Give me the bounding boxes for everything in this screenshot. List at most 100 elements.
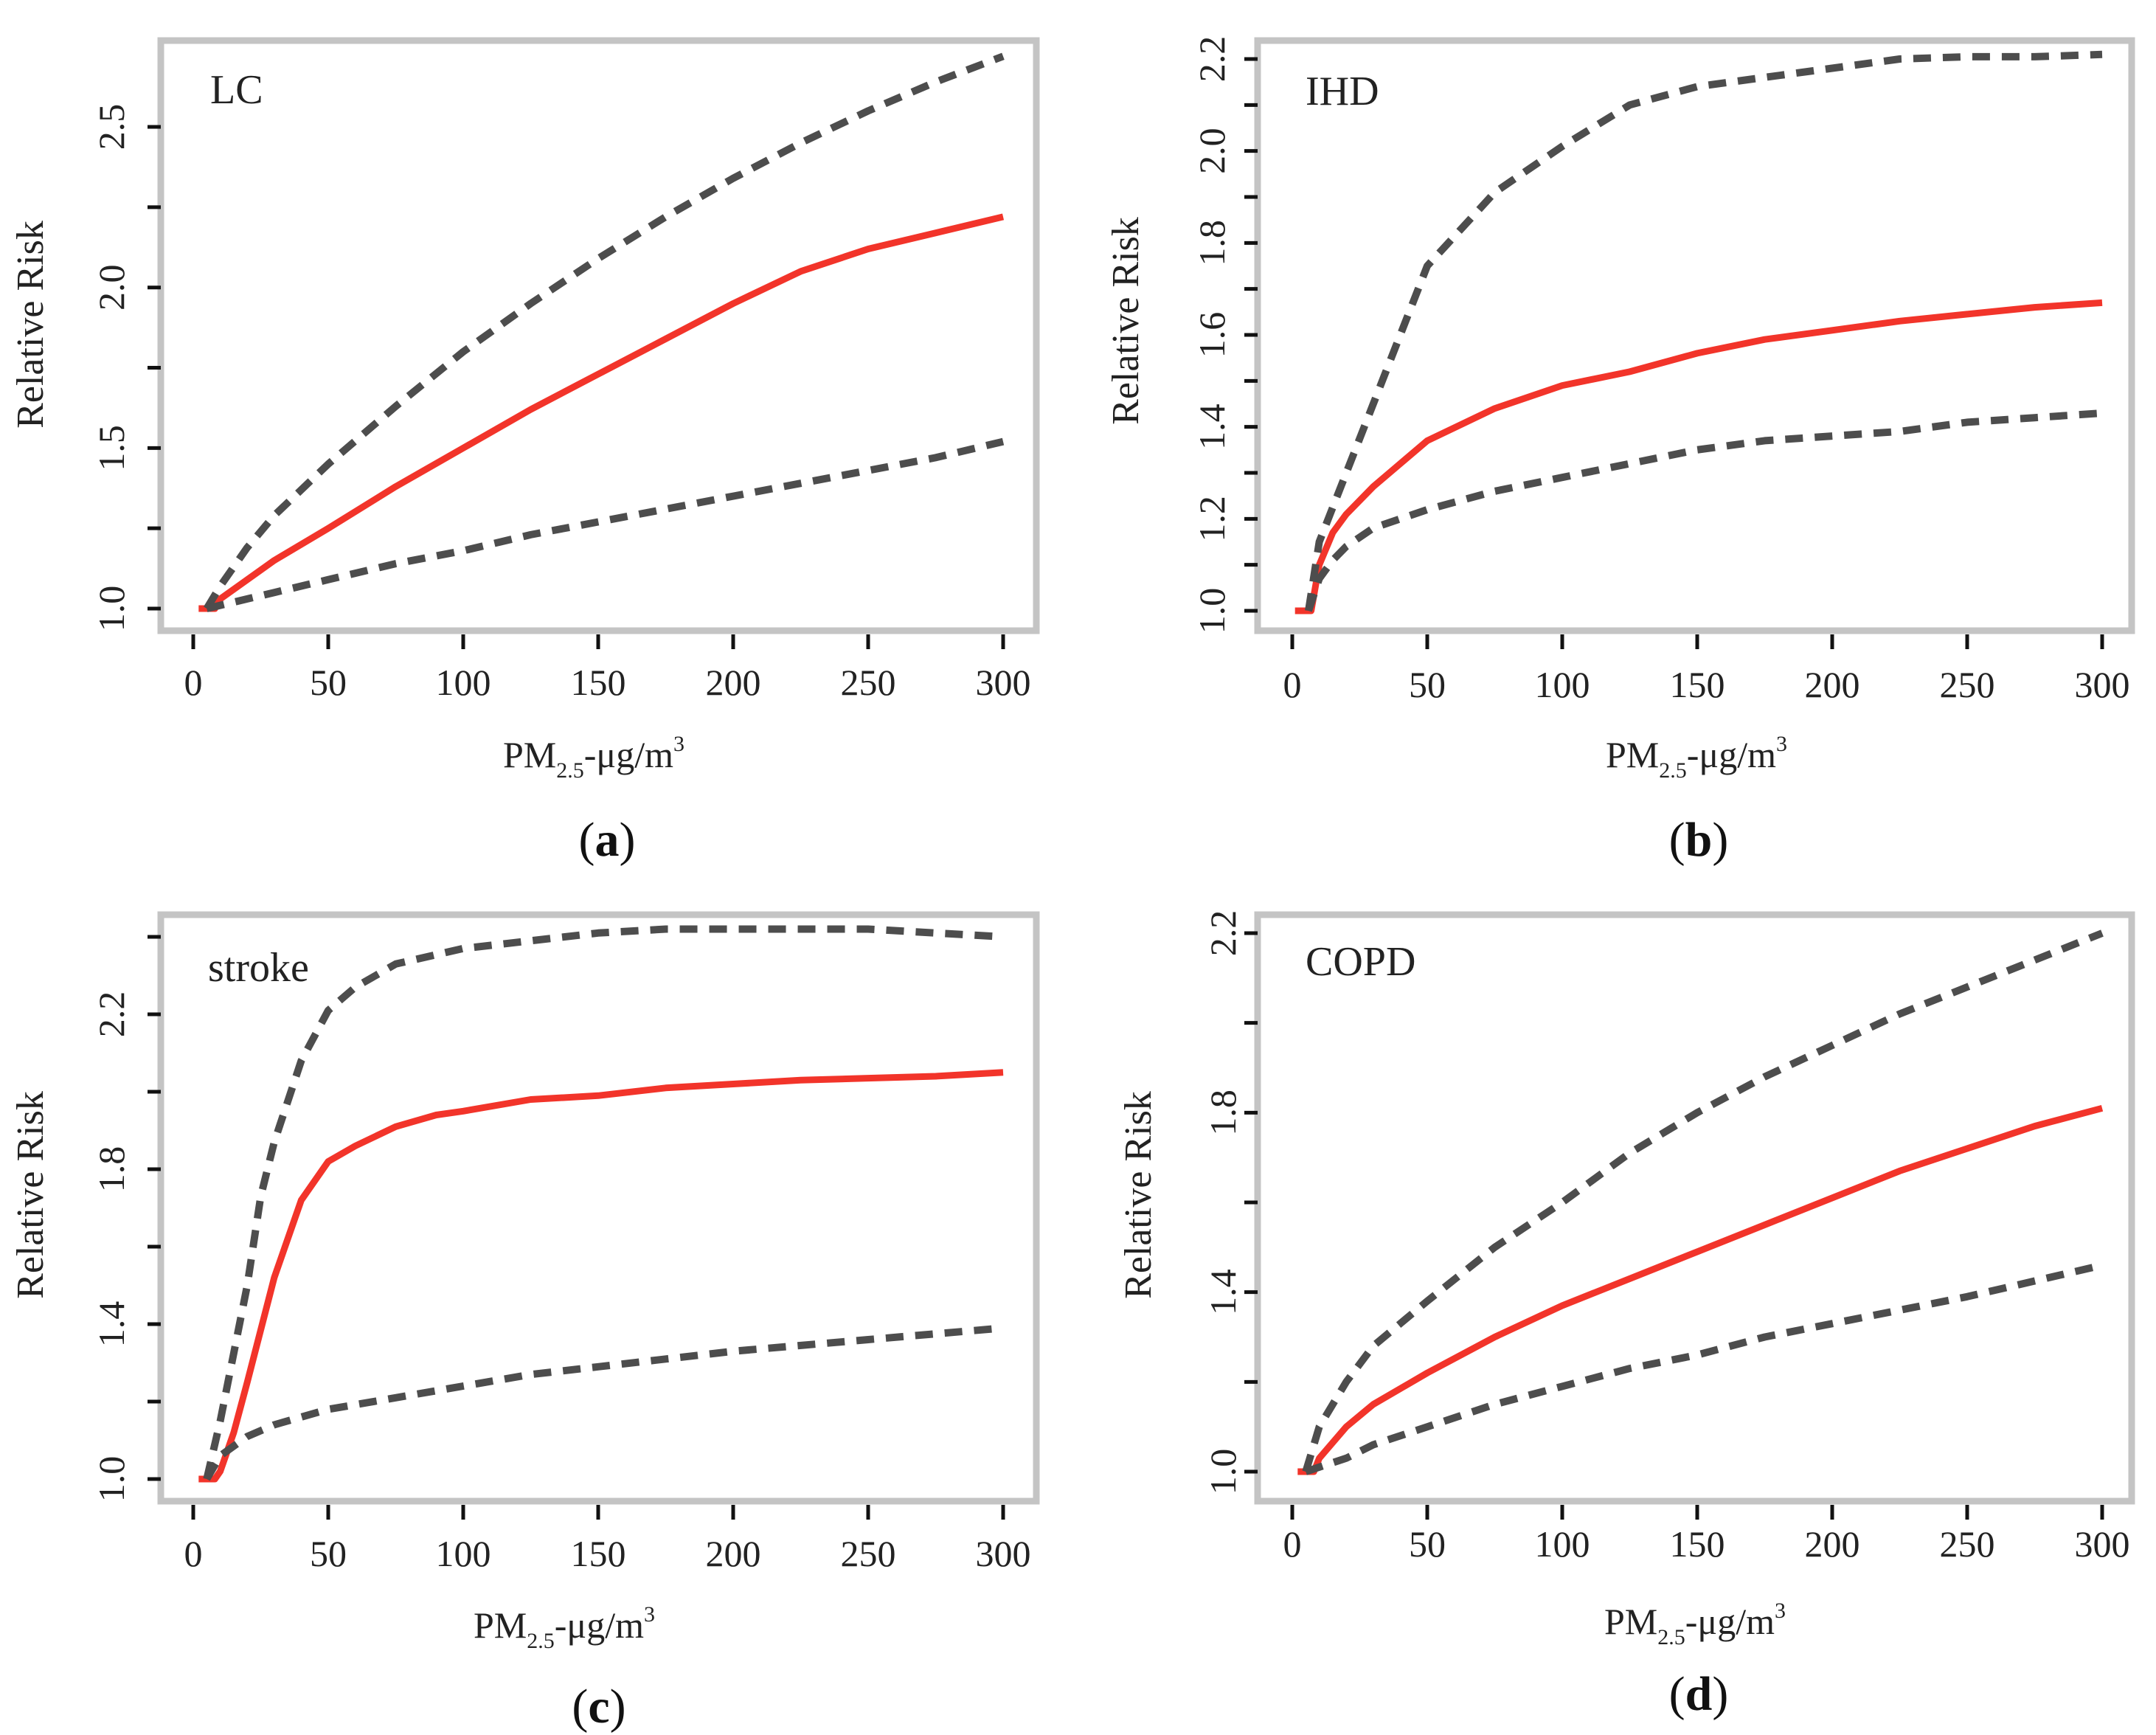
x-axis-title-subscript: 2.5 [1659, 758, 1687, 783]
series-line-relative-risk [1294, 299, 2103, 614]
x-tick-label: 100 [1535, 1523, 1590, 1565]
x-tick-label: 200 [1805, 664, 1860, 705]
x-axis-title-main: PM [474, 1604, 527, 1646]
x-axis-title-subscript: 2.5 [556, 758, 584, 783]
panel-label-letter: c [588, 1680, 609, 1734]
y-tick-label: 1.0 [91, 586, 132, 632]
x-tick-label: 150 [1670, 1523, 1725, 1565]
y-tick-label: 1.6 [1191, 312, 1233, 359]
y-axis-title: Relative Risk [10, 221, 52, 429]
y-tick-label: 1.4 [1191, 404, 1233, 450]
series-line-upper-bound [1302, 929, 2104, 1473]
chart-title: stroke [208, 945, 309, 991]
x-tick-label: 300 [976, 1533, 1031, 1574]
x-tick-label: 300 [2075, 664, 2130, 705]
x-axis-title-main: PM [1606, 734, 1659, 775]
x-axis-title-unit: -μg/m [1685, 1601, 1775, 1642]
panel-label-close-paren: ) [1712, 1667, 1728, 1721]
x-axis-title: PM2.5-μg/m3 [1604, 1599, 1786, 1649]
chart-title: LC [210, 67, 263, 113]
x-axis-title-subscript: 2.5 [527, 1629, 555, 1653]
x-tick-label: 100 [436, 662, 491, 703]
x-axis-title-superscript: 3 [673, 732, 684, 756]
plot-frame [1254, 37, 2135, 634]
x-tick-label: 50 [310, 1533, 347, 1574]
panel-label: (d) [1669, 1667, 1729, 1721]
chart-panel-a: 0 50 100 150 200 250 300 1.0 1.5 2.0 2.5 Relative R… [10, 37, 1040, 867]
y-tick-label: 2.0 [1191, 128, 1233, 174]
series-line-relative-risk [198, 1069, 1004, 1483]
x-axis-title: PM2.5-μg/m3 [503, 732, 684, 783]
x-axis-title-main: PM [503, 734, 556, 775]
y-tick-label: 1.8 [1191, 220, 1233, 266]
y-tick-label: 2.0 [91, 264, 132, 311]
y-tick-label: 2.2 [91, 991, 132, 1038]
series-line-relative-risk [1297, 1104, 2104, 1475]
x-tick-label: 200 [706, 1533, 761, 1574]
y-tick-label: 1.4 [1202, 1269, 1244, 1315]
panel-label-letter: d [1685, 1667, 1713, 1721]
x-tick-label: 150 [1670, 664, 1725, 705]
x-tick-label: 250 [841, 1533, 896, 1574]
panel-label-letter: b [1685, 813, 1713, 867]
y-tick-label: 1.8 [1202, 1090, 1244, 1136]
series-line-upper-bound [204, 52, 1005, 611]
x-axis-title-subscript: 2.5 [1657, 1625, 1685, 1649]
chart-title: IHD [1306, 69, 1379, 114]
panel-label-open-paren: ( [579, 813, 595, 867]
x-tick-label: 0 [1283, 664, 1302, 705]
panel-label: (a) [579, 813, 636, 867]
x-tick-label: 150 [571, 662, 626, 703]
x-tick-label: 300 [976, 662, 1031, 703]
y-tick-label: 1.0 [91, 1456, 132, 1503]
x-tick-label: 300 [2075, 1523, 2130, 1565]
y-tick-label: 2.2 [1191, 36, 1233, 83]
series-line-relative-risk [198, 213, 1005, 612]
x-tick-label: 250 [1940, 664, 1995, 705]
plot-frame [157, 37, 1040, 634]
panel-label-close-paren: ) [1712, 813, 1728, 867]
panel-label-open-paren: ( [572, 1680, 588, 1734]
y-tick-label: 1.4 [91, 1301, 132, 1348]
x-axis-title-superscript: 3 [1776, 732, 1787, 756]
x-tick-label: 200 [706, 662, 761, 703]
x-tick-label: 150 [571, 1533, 626, 1574]
x-tick-label: 100 [1535, 664, 1590, 705]
series-line-lower-bound [203, 1324, 1004, 1481]
series-line-upper-bound [203, 925, 1004, 1481]
series-line-lower-bound [1304, 1261, 2104, 1475]
y-tick-label: 1.2 [1191, 496, 1233, 542]
x-tick-label: 50 [1409, 1523, 1446, 1565]
x-tick-label: 50 [310, 662, 347, 703]
x-tick-label: 250 [841, 662, 896, 703]
y-tick-label: 1.5 [91, 425, 132, 471]
panel-label-letter: a [595, 813, 620, 867]
series-line-lower-bound [206, 437, 1005, 612]
x-axis-title: PM2.5-μg/m3 [474, 1602, 655, 1653]
panel-label-open-paren: ( [1669, 813, 1685, 867]
x-axis-title-unit: -μg/m [584, 734, 673, 775]
x-tick-label: 100 [436, 1533, 491, 1574]
series-line-upper-bound [1305, 50, 2103, 612]
x-tick-label: 0 [184, 662, 203, 703]
y-tick-label: 2.5 [91, 104, 132, 150]
y-tick-label: 1.0 [1191, 588, 1233, 634]
chart-panel-b: 0 50 100 150 200 250 300 1.0 1.2 1.4 1.6 1.8 2.0 2.2 R… [1105, 36, 2135, 867]
y-tick-label: 1.0 [1202, 1449, 1244, 1495]
x-axis-title-unit: -μg/m [555, 1604, 644, 1646]
series-line-lower-bound [1305, 409, 2103, 612]
x-tick-label: 50 [1409, 664, 1446, 705]
y-axis-title: Relative Risk [10, 1091, 52, 1299]
y-tick-label: 2.2 [1202, 910, 1244, 957]
panel-label: (c) [572, 1680, 625, 1734]
x-axis-title: PM2.5-μg/m3 [1606, 732, 1787, 783]
x-tick-label: 200 [1805, 1523, 1860, 1565]
y-axis-title: Relative Risk [1117, 1091, 1160, 1299]
plot-frame [1254, 911, 2135, 1505]
x-tick-label: 0 [1283, 1523, 1302, 1565]
x-tick-label: 0 [184, 1533, 203, 1574]
plot-frame [157, 911, 1040, 1505]
x-axis-title-main: PM [1604, 1601, 1657, 1642]
y-tick-label: 1.8 [91, 1146, 132, 1193]
